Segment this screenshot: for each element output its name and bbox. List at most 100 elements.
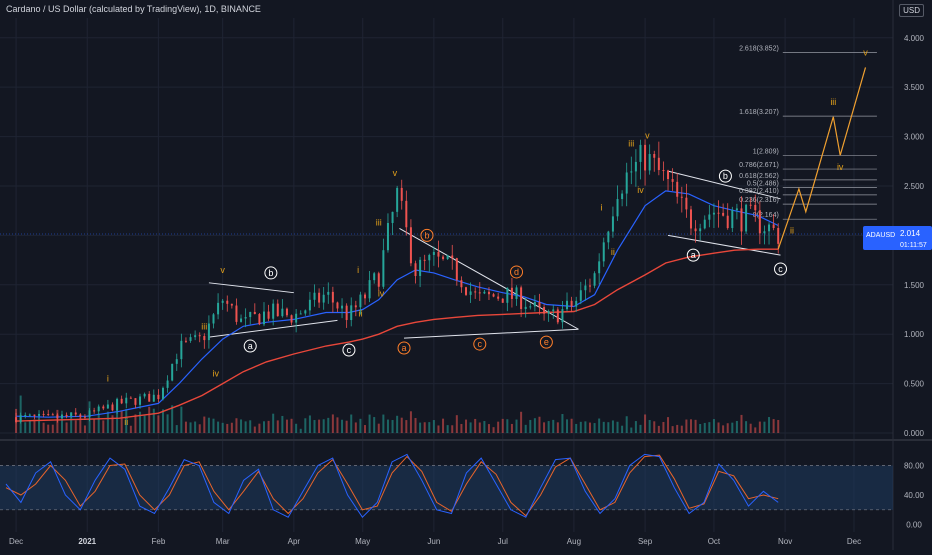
volume-bar	[465, 419, 468, 433]
volume-bar	[644, 414, 647, 433]
wave-label-circle	[397, 341, 411, 355]
volume-bar	[561, 414, 564, 433]
candle-body	[322, 294, 325, 303]
candle-body	[405, 200, 408, 228]
volume-bar	[694, 419, 697, 433]
candle-body	[327, 291, 330, 295]
time-tick-label: May	[355, 537, 370, 546]
candle-body	[336, 302, 339, 309]
candle-body	[304, 310, 307, 314]
candle-body	[644, 144, 647, 171]
candle-body	[175, 359, 178, 364]
candle-body	[515, 287, 518, 299]
candle-body	[432, 251, 435, 255]
candle-body	[699, 228, 702, 232]
volume-bar	[38, 416, 41, 433]
candle-body	[359, 294, 362, 308]
price-tick-label: 0.500	[904, 380, 925, 389]
volume-bar	[175, 425, 178, 433]
candle-body	[152, 394, 155, 402]
candle-body	[400, 187, 403, 201]
candle-body	[313, 292, 316, 300]
candle-body	[354, 305, 357, 308]
volume-bar	[529, 419, 532, 433]
volume-bar	[400, 417, 403, 433]
volume-bar	[777, 420, 780, 433]
volume-bar	[469, 422, 472, 433]
candle-body	[460, 280, 463, 288]
volume-bar	[708, 422, 711, 433]
time-tick-label: 2021	[78, 537, 96, 546]
candle-body	[38, 413, 41, 416]
volume-bar	[639, 424, 642, 433]
candle-body	[745, 204, 748, 232]
volume-bar	[432, 420, 435, 433]
candle-body	[749, 204, 752, 206]
wave-label-circle	[686, 248, 700, 262]
candle-body	[276, 303, 279, 317]
volume-bar	[391, 420, 394, 433]
candle-body	[125, 397, 128, 404]
wave-label-circle	[539, 335, 553, 349]
candle-body	[487, 291, 490, 295]
time-tick-label: Aug	[567, 537, 581, 546]
candle-body	[129, 397, 132, 399]
candle-body	[386, 223, 389, 251]
volume-bar	[134, 414, 137, 433]
volume-bar	[763, 421, 766, 433]
wave-label: v	[645, 131, 650, 141]
chart-title: Cardano / US Dollar (calculated by Tradi…	[6, 4, 261, 14]
candle-body	[510, 287, 513, 299]
candle-body	[102, 406, 105, 409]
volume-bar	[152, 408, 155, 433]
price-tick-label: 2.500	[904, 182, 925, 191]
volume-bar	[198, 424, 201, 433]
wave-label-circle	[420, 228, 434, 242]
candle-body	[575, 300, 578, 307]
candle-body	[579, 290, 582, 301]
volume-bar	[148, 406, 151, 433]
candle-body	[88, 410, 91, 418]
fib-label: 0(2.164)	[753, 212, 779, 219]
volume-bar	[262, 421, 265, 433]
time-tick-label: Dec	[9, 537, 23, 546]
wave-label: b	[268, 268, 273, 278]
candle-body	[51, 414, 54, 416]
volume-bar	[120, 410, 123, 433]
candle-body	[689, 209, 692, 229]
candle-body	[703, 219, 706, 229]
price-tick-label: 1.000	[904, 330, 925, 339]
volume-bar	[285, 419, 288, 433]
candle-body	[676, 181, 679, 197]
wave-label: i	[600, 203, 602, 213]
candle-body	[341, 305, 344, 309]
candle-body	[469, 291, 472, 295]
candle-body	[740, 208, 743, 232]
time-tick-label: Apr	[288, 537, 301, 546]
volume-bar	[483, 421, 486, 433]
volume-bar	[768, 417, 771, 433]
wave-label: iv	[837, 162, 844, 172]
wave-label: v	[393, 168, 398, 178]
stoch-d-line	[5, 454, 779, 517]
projection-path	[777, 67, 867, 250]
wave-label: iii	[201, 321, 207, 331]
volume-bar	[621, 425, 624, 433]
volume-bar	[373, 417, 376, 433]
volume-bar	[497, 421, 500, 433]
wave-label: a	[691, 250, 696, 260]
fib-label: 0.618(2.562)	[739, 173, 779, 180]
volume-bar	[322, 419, 325, 433]
wave-label: iii	[628, 138, 634, 148]
wave-label-circle	[473, 337, 487, 351]
candle-body	[139, 396, 142, 405]
price-tag-symbol: ADAUSD	[866, 232, 895, 239]
candle-body	[777, 227, 780, 244]
candle-body	[497, 296, 500, 299]
currency-badge[interactable]: USD	[899, 4, 924, 17]
candle-body	[409, 227, 412, 264]
candle-body	[630, 171, 633, 173]
candle-body	[717, 212, 720, 214]
